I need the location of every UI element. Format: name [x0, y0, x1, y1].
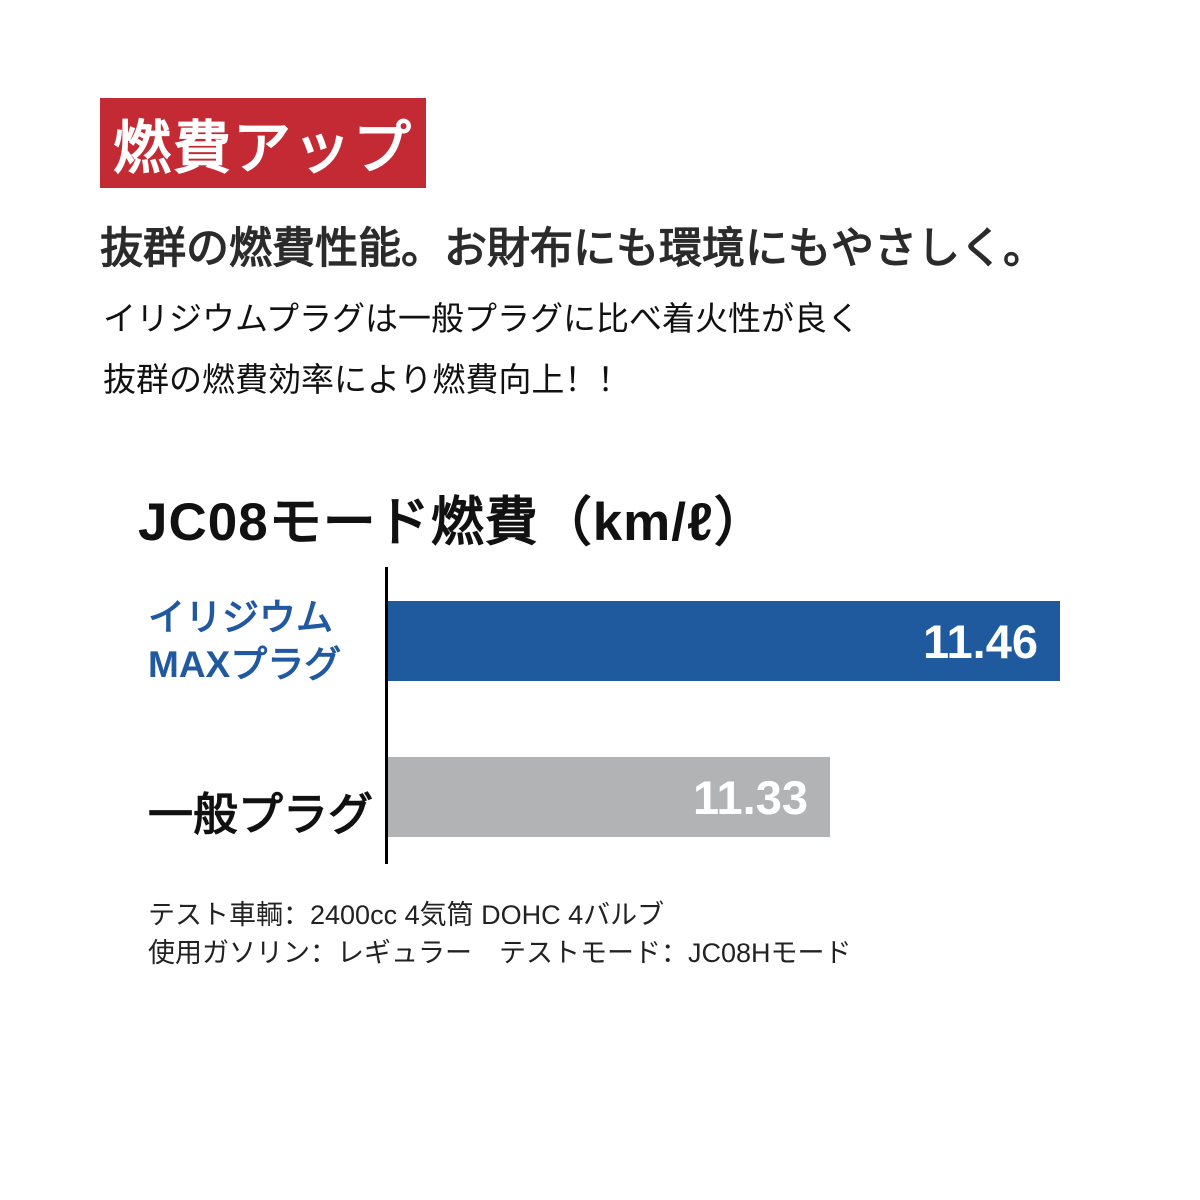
- bar-iridium-max: 11.46: [388, 601, 1060, 681]
- category-label-iridium-line-2: MAXプラグ: [148, 644, 342, 685]
- fuel-up-badge: 燃費アップ: [100, 98, 426, 188]
- test-conditions-line-1: テスト車輌：2400cc 4気筒 DOHC 4バルブ: [148, 900, 665, 930]
- category-label-iridium-max: イリジウム MAXプラグ: [148, 594, 341, 688]
- body-copy-line-1: イリジウムプラグは一般プラグに比べ着火性が良く: [103, 300, 861, 337]
- bar-general-plug: 11.33: [388, 757, 830, 837]
- category-label-general: 一般プラグ: [148, 778, 373, 843]
- bar-value-label-iridium: 11.46: [922, 614, 1038, 668]
- body-copy-line-2: 抜群の燃費効率により燃費向上！！: [103, 361, 631, 398]
- category-label-iridium-line-1: イリジウム: [148, 597, 333, 638]
- test-conditions-line-2: 使用ガソリン：レギュラー テストモード：JC08Hモード: [148, 938, 852, 968]
- test-conditions-notes: テスト車輌：2400cc 4気筒 DOHC 4バルブ 使用ガソリン：レギュラー …: [148, 896, 852, 972]
- headline: 抜群の燃費性能。お財布にも環境にもやさしく。: [100, 225, 1046, 273]
- body-copy: イリジウムプラグは一般プラグに比べ着火性が良く 抜群の燃費効率により燃費向上！！: [103, 288, 860, 410]
- chart-y-axis-line: [385, 567, 388, 864]
- fuel-up-badge-label: 燃費アップ: [112, 116, 413, 181]
- bar-value-label-general: 11.33: [692, 770, 808, 824]
- chart-title: JC08モード燃費（km/ℓ）: [138, 493, 768, 552]
- category-label-general-line-1: 一般プラグ: [148, 789, 374, 840]
